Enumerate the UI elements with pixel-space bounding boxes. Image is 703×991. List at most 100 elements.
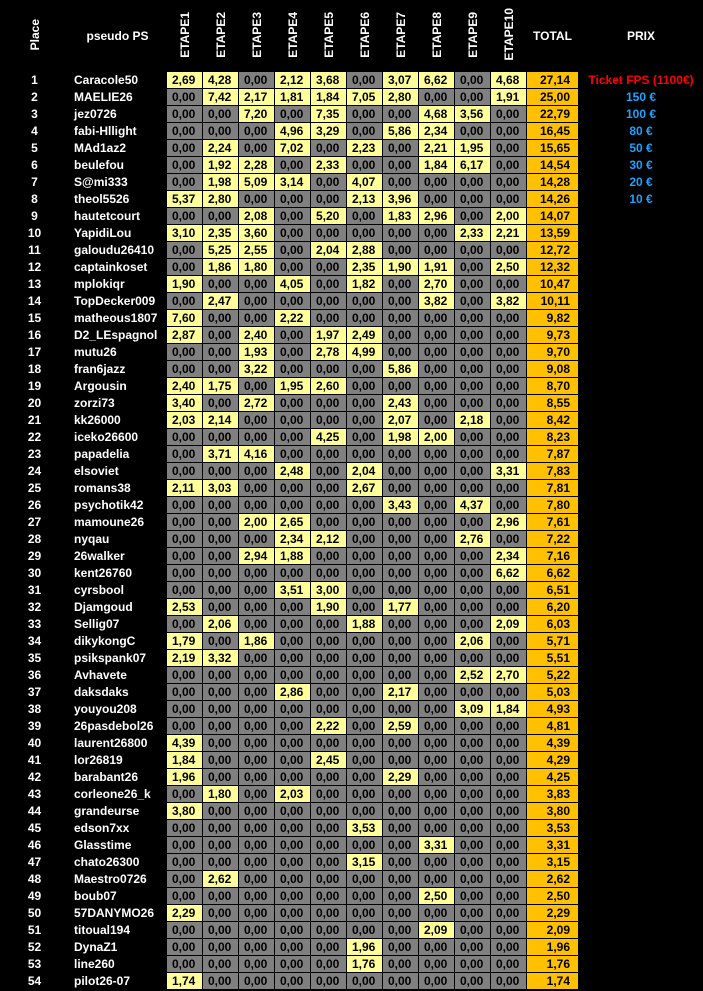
stage-score: 0,00: [346, 564, 383, 582]
stage-score: 0,00: [346, 717, 383, 735]
stage-score: 0,00: [274, 394, 311, 412]
stage-score: 0,00: [166, 666, 203, 684]
stage-score: 0,00: [382, 309, 419, 327]
stage-score: 0,00: [310, 683, 347, 701]
total-score: 4,93: [526, 700, 579, 718]
stage-score: 2,65: [274, 513, 311, 531]
standing-row: 15 matheous1807 7,60 0,00 0,00 2,22 0,00 0,00 0,…: [0, 309, 703, 327]
empty-cell: [578, 394, 703, 412]
prize: 150 €: [578, 88, 703, 106]
stage-score: 0,00: [490, 870, 527, 888]
standing-row: 51 titoual194 0,00 0,00 0,00 0,00 0,00 0,00 0,00…: [0, 921, 703, 939]
stage-score: 0,00: [382, 326, 419, 344]
player-name: fabi-Hllight: [68, 122, 167, 140]
stage-score: 0,00: [166, 853, 203, 871]
stage-score: 0,00: [310, 853, 347, 871]
place: 52: [0, 938, 69, 956]
stage-score: 2,40: [166, 377, 203, 395]
stage-score: 0,00: [418, 598, 455, 616]
stage-score: 2,34: [490, 547, 527, 565]
player-name: Glasstime: [68, 836, 167, 854]
standing-row: 1 Caracole50 2,69 4,28 0,00 2,12 3,68 0,00 3,07 6…: [0, 71, 703, 89]
empty-cell: [578, 598, 703, 616]
stage-score: 0,00: [202, 683, 239, 701]
stage-score: 0,00: [166, 207, 203, 225]
stage-score: 2,76: [454, 530, 491, 548]
stage-score: 0,00: [166, 156, 203, 174]
stage-score: 0,00: [166, 717, 203, 735]
player-name: iceko26600: [68, 428, 167, 446]
stage-score: 0,00: [382, 292, 419, 310]
stage-score: 1,86: [238, 632, 275, 650]
empty-cell: [578, 649, 703, 667]
stage-score: 0,00: [346, 530, 383, 548]
stage-score: 0,00: [418, 972, 455, 990]
empty-cell: [578, 343, 703, 361]
stage-score: 0,00: [310, 411, 347, 429]
stage-score: 2,08: [238, 207, 275, 225]
stage-score: 0,00: [238, 683, 275, 701]
stage-score: 0,00: [274, 666, 311, 684]
stage-score: 0,00: [166, 513, 203, 531]
stage-score: 2,03: [166, 411, 203, 429]
stage-score: 0,00: [274, 751, 311, 769]
player-name: fran6jazz: [68, 360, 167, 378]
empty-cell: [578, 564, 703, 582]
standing-row: 14 TopDecker009 0,00 2,47 0,00 0,00 0,00 0,00 0,…: [0, 292, 703, 310]
player-name: line260: [68, 955, 167, 973]
place: 47: [0, 853, 69, 871]
stage-score: 0,00: [202, 343, 239, 361]
stage-score: 0,00: [382, 530, 419, 548]
stage-score: 0,00: [454, 445, 491, 463]
stage-score: 0,00: [382, 853, 419, 871]
place: 12: [0, 258, 69, 276]
stage-score: 0,00: [490, 921, 527, 939]
standing-row: 10 YapidiLou 3,10 2,35 3,60 0,00 0,00 0,00 0,00 0…: [0, 224, 703, 242]
stage-score: 0,00: [346, 581, 383, 599]
stage-score: 0,00: [202, 700, 239, 718]
stage-score: 1,90: [310, 598, 347, 616]
stage-score: 1,84: [490, 700, 527, 718]
stage-score: 0,00: [382, 581, 419, 599]
stage-score: 0,00: [310, 632, 347, 650]
place: 11: [0, 241, 69, 259]
stage-score: 0,00: [454, 479, 491, 497]
place: 8: [0, 190, 69, 208]
standing-row: 39 26pasdebol26 0,00 0,00 0,00 0,00 2,22 0,00 2,…: [0, 717, 703, 735]
place: 49: [0, 887, 69, 905]
total-score: 14,26: [526, 190, 579, 208]
total-score: 8,55: [526, 394, 579, 412]
standing-row: 40 laurent26800 4,39 0,00 0,00 0,00 0,00 0,00 0,…: [0, 734, 703, 752]
player-name: YapidiLou: [68, 224, 167, 242]
stage-score: 0,00: [202, 938, 239, 956]
place: 53: [0, 955, 69, 973]
place: 38: [0, 700, 69, 718]
stage-score: 0,00: [418, 700, 455, 718]
stage-score: 2,28: [238, 156, 275, 174]
stage-score: 0,00: [166, 445, 203, 463]
header-text: ETAPE2: [213, 11, 228, 58]
total-score: 5,51: [526, 649, 579, 667]
total-score: 14,07: [526, 207, 579, 225]
stage-score: 0,00: [274, 836, 311, 854]
place: 18: [0, 360, 69, 378]
stage-score: 2,00: [418, 428, 455, 446]
stage-score: 0,00: [454, 377, 491, 395]
stage-score: 0,00: [454, 343, 491, 361]
stage-score: 0,00: [490, 887, 527, 905]
total-score: 14,54: [526, 156, 579, 174]
stage-score: 3,71: [202, 445, 239, 463]
stage-score: 0,00: [274, 904, 311, 922]
stage-score: 2,33: [454, 224, 491, 242]
stage-score: 0,00: [490, 122, 527, 140]
stage-score: 2,43: [382, 394, 419, 412]
stage-score: 2,21: [490, 224, 527, 242]
stage-score: 1,84: [310, 88, 347, 106]
stage-score: 0,00: [310, 190, 347, 208]
stage-score: 0,00: [490, 445, 527, 463]
empty-cell: [578, 666, 703, 684]
header-text: pseudo PS: [86, 29, 149, 43]
stage-score: 0,00: [238, 972, 275, 990]
stage-score: 3,82: [418, 292, 455, 310]
stage-score: 0,00: [418, 326, 455, 344]
